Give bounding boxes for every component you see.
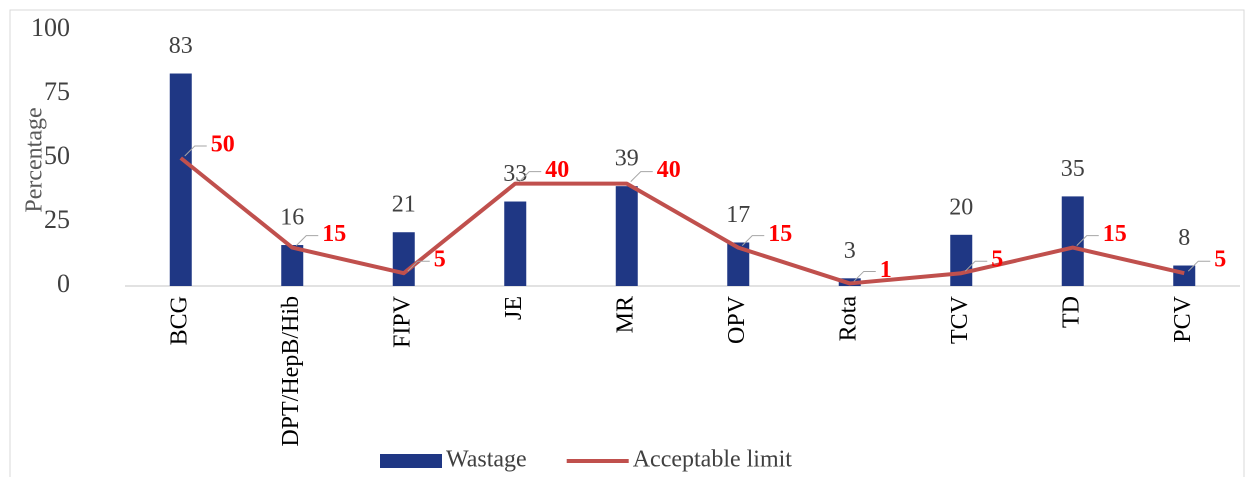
legend-swatch [380, 454, 442, 468]
bar [504, 201, 527, 286]
line [179, 156, 1185, 286]
bar-value-label: 17 [726, 202, 750, 228]
leader-line [184, 145, 207, 157]
line-value-label: 15 [1103, 221, 1127, 247]
x-tick-label: PCV [1170, 295, 1196, 342]
line-value-label: 50 [211, 132, 235, 158]
leader-line [1076, 235, 1099, 246]
bar-value-label: 20 [949, 194, 973, 220]
bar [1173, 265, 1196, 286]
line-value-label: 5 [991, 247, 1003, 273]
x-tick-label: JE [501, 296, 527, 320]
bar-value-label: 83 [169, 33, 193, 59]
x-tick-label: Rota [835, 296, 861, 342]
x-tick-label: FIPV [389, 295, 415, 348]
leader-line [964, 260, 988, 272]
bar [727, 242, 750, 286]
y-tick-label: 25 [44, 205, 70, 234]
line-value-label: 40 [657, 157, 681, 183]
leader-line [741, 235, 765, 246]
leader-line [518, 171, 542, 182]
line-value-label: 5 [1214, 247, 1226, 273]
bar [169, 73, 192, 287]
y-tick-label: 0 [57, 269, 70, 298]
bar [615, 186, 638, 286]
bar [281, 245, 304, 286]
x-tick-label: MR [612, 296, 638, 333]
bar [950, 234, 973, 286]
line-value-label: 1 [880, 257, 892, 283]
y-axis-title: Percentage [22, 107, 48, 212]
chart-frame [9, 9, 1245, 477]
bar [392, 232, 415, 286]
leader-line [630, 171, 653, 182]
bar-value-label: 8 [1178, 225, 1190, 251]
bar-value-label: 21 [392, 192, 416, 218]
leader-line [407, 260, 430, 272]
legend-label: Acceptable limit [633, 447, 793, 473]
bar-value-label: 3 [844, 238, 856, 264]
legend-label: Wastage [446, 447, 527, 473]
x-tick-label: DPT/HepB/Hib [278, 296, 304, 447]
bar-value-label: 35 [1061, 156, 1085, 182]
leader-line [295, 235, 319, 246]
bar-value-label: 39 [615, 146, 639, 172]
x-tick-label: BCG [166, 296, 192, 345]
x-tick-label: TD [1058, 296, 1084, 328]
leader-line [853, 270, 876, 282]
line-value-label: 15 [322, 221, 346, 247]
line-value-label: 40 [545, 157, 569, 183]
line-value-label: 15 [768, 221, 792, 247]
line-value-label: 5 [434, 247, 446, 273]
y-tick-label: 75 [44, 77, 70, 106]
x-tick-label: TCV [947, 295, 973, 344]
bar [1061, 196, 1084, 286]
y-tick-label: 100 [31, 13, 70, 42]
leader-line [1187, 260, 1211, 272]
y-tick-label: 50 [44, 141, 70, 170]
x-tick-label: OPV [724, 295, 750, 344]
bar-value-label: 16 [280, 205, 304, 231]
